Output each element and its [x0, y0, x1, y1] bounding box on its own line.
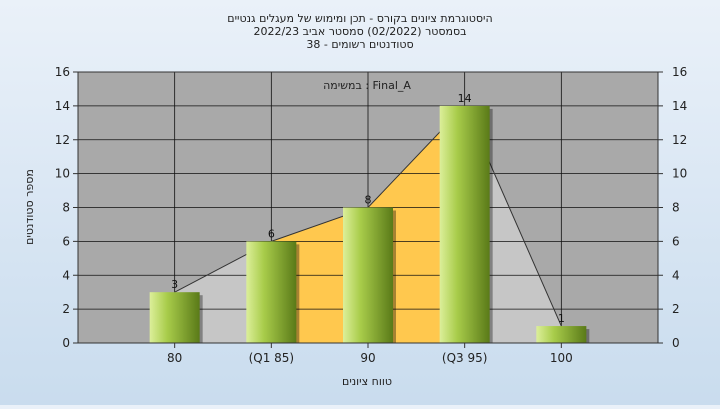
- y-tick-label: 10: [55, 167, 70, 181]
- y-axis-right: 0 2 4 6 8 10 12 14 16: [658, 65, 687, 350]
- chart-title-line-3: סטודנטים רשומים - 38: [306, 38, 413, 51]
- x-tick-label: 90: [360, 351, 375, 365]
- y-tick-label: 14: [55, 99, 70, 113]
- data-labels: 3 6 8 14 1: [171, 92, 565, 325]
- y-tick-label: 0: [62, 336, 70, 350]
- y-axis-left: 0 2 4 6 8 10 12 14 16: [55, 65, 78, 350]
- y-tick-label: 12: [55, 133, 70, 147]
- y-tick-label-right: 16: [672, 65, 687, 79]
- bars: [149, 105, 590, 343]
- x-tick-label: 80: [167, 351, 182, 365]
- y-tick-label-right: 0: [672, 336, 680, 350]
- y-tick-label-right: 4: [672, 268, 680, 282]
- data-label: 8: [365, 194, 372, 207]
- data-label: 3: [171, 278, 178, 291]
- data-label: 6: [268, 227, 275, 240]
- bar: [149, 292, 200, 343]
- y-tick-label-right: 8: [672, 201, 680, 215]
- y-tick-label-right: 12: [672, 133, 687, 147]
- x-tick-label: 100: [550, 351, 573, 365]
- y-tick-label: 2: [62, 302, 70, 316]
- bar: [439, 105, 490, 343]
- y-tick-label-right: 14: [672, 99, 687, 113]
- y-tick-label: 4: [62, 268, 70, 282]
- data-label: 1: [558, 312, 565, 325]
- bar: [536, 326, 587, 343]
- bar: [343, 207, 393, 343]
- x-tick-label: (Q3 95): [442, 351, 488, 365]
- chart-title-line-2: בסמסטר (02/2022) סמסטר אביב 2022/23: [253, 25, 466, 38]
- chart-title-line-1: היסטוגרמת ציונים בקורס - תכן ומימוש של מ…: [227, 12, 492, 25]
- data-label: 14: [458, 92, 472, 105]
- y-axis-label: מספר סטודנטים: [23, 169, 36, 245]
- x-tick-label: (Q1 85): [249, 351, 295, 365]
- y-tick-label-right: 2: [672, 302, 680, 316]
- y-tick-label-right: 10: [672, 167, 687, 181]
- y-tick-label-right: 6: [672, 234, 680, 248]
- series-subtitle: במשימה : Final_A: [323, 79, 411, 92]
- y-tick-label: 8: [62, 201, 70, 215]
- y-tick-label: 16: [55, 65, 70, 79]
- chart-title: היסטוגרמת ציונים בקורס - תכן ומימוש של מ…: [227, 12, 492, 51]
- x-axis-label: טווח ציונים: [342, 375, 392, 388]
- y-tick-label: 6: [62, 234, 70, 248]
- bar: [246, 241, 297, 343]
- x-axis: 80 (Q1 85) 90 (Q3 95) 100: [167, 343, 573, 365]
